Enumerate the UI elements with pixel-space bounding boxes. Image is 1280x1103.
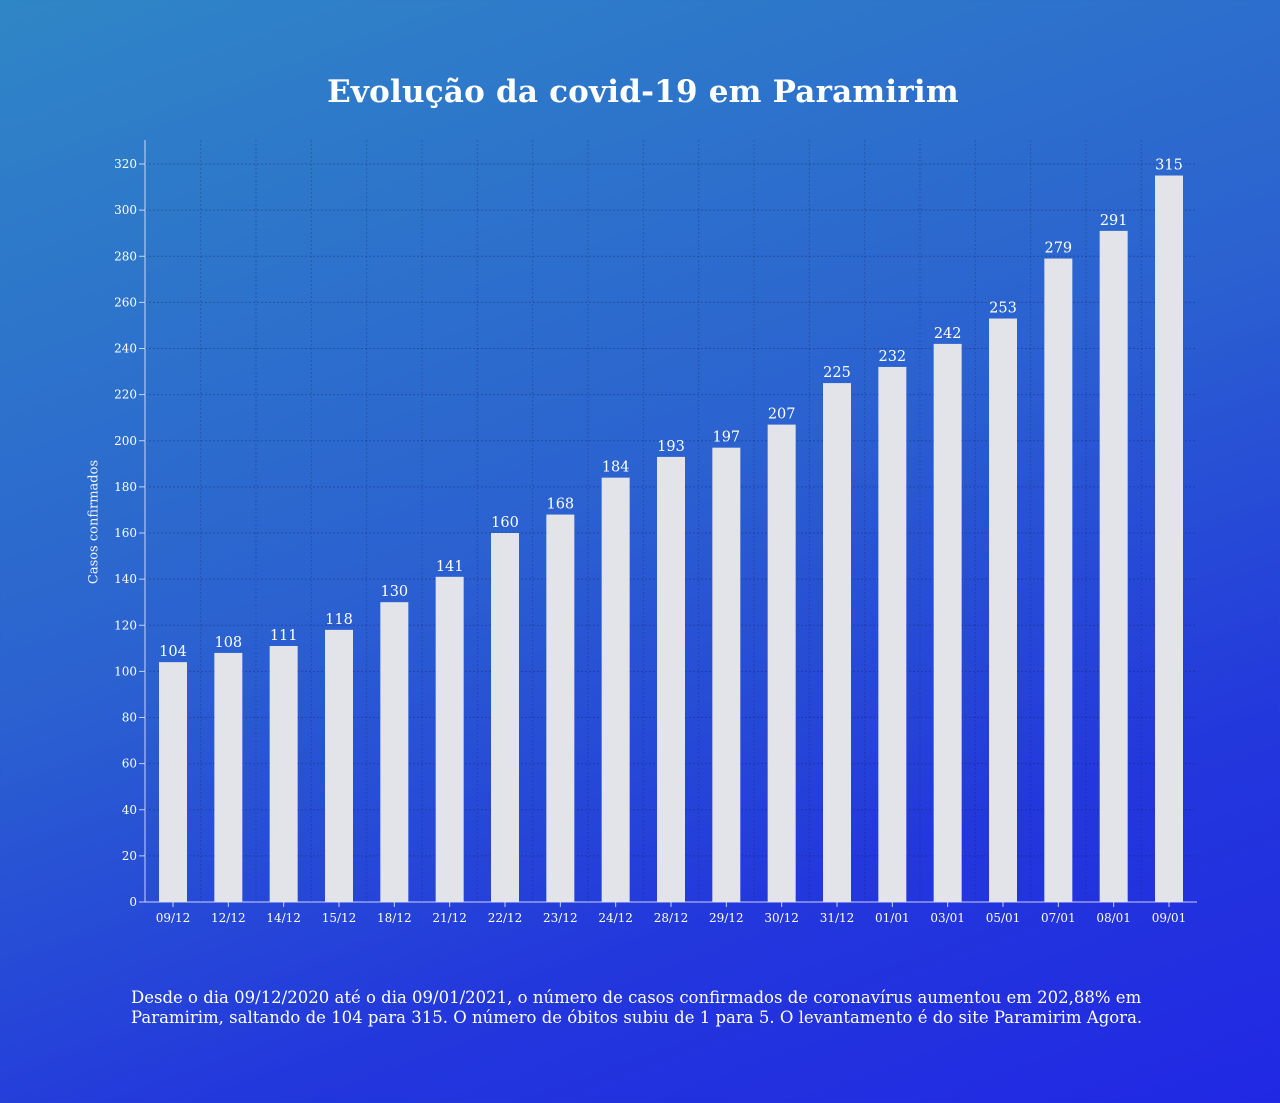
bar-value-label: 291: [1100, 213, 1128, 229]
bar-value-label: 184: [602, 460, 630, 476]
bar-value-label: 104: [159, 644, 187, 660]
x-tick-label: 21/12: [432, 911, 467, 925]
bar: [657, 456, 685, 902]
x-tick-label: 24/12: [598, 911, 633, 925]
y-tick-label: 320: [114, 157, 137, 171]
bar-value-label: 193: [657, 439, 685, 455]
bar: [269, 646, 298, 902]
y-axis-label: Casos confirmados: [86, 459, 102, 585]
chart-data-labels: 104 108 111 118 130 141 160 168 184 193 197 207 225 2…: [159, 158, 1183, 661]
x-tick-label: 05/01: [986, 911, 1021, 925]
bar: [435, 576, 464, 902]
y-tick-label: 60: [122, 757, 137, 771]
x-tick-label: 18/12: [377, 911, 412, 925]
bar: [1155, 175, 1183, 902]
bar-value-label: 108: [214, 635, 242, 651]
x-tick-label: 14/12: [266, 911, 301, 925]
x-tick-label: 09/12: [156, 911, 191, 925]
bar: [325, 629, 353, 902]
y-tick-label: 80: [122, 711, 137, 725]
bar-value-label: 111: [270, 628, 298, 644]
x-axis-ticks: 09/12 12/12 14/12 15/12 18/12 21/12 22/12 23/12…: [156, 911, 1187, 925]
y-tick-label: 180: [114, 480, 137, 494]
y-tick-label: 300: [114, 203, 137, 217]
bar: [989, 318, 1017, 902]
chart-title: Evolução da covid-19 em Paramirim: [327, 74, 959, 110]
x-tick-label: 07/01: [1041, 911, 1076, 925]
bar: [933, 343, 962, 902]
y-tick-label: 240: [114, 342, 137, 356]
bar: [159, 662, 187, 902]
bar-value-label: 279: [1044, 241, 1072, 257]
bar: [712, 447, 741, 902]
bar-value-label: 141: [436, 559, 464, 575]
x-tick-label: 23/12: [543, 911, 578, 925]
bar: [1099, 230, 1128, 903]
x-tick-label: 01/01: [875, 911, 910, 925]
bar-value-label: 253: [989, 301, 1017, 317]
x-tick-label: 03/01: [930, 911, 965, 925]
bar: [767, 424, 796, 902]
x-tick-label: 29/12: [709, 911, 744, 925]
chart-caption: Desde o dia 09/12/2020 até o dia 09/01/2…: [131, 988, 1143, 1027]
x-tick-label: 31/12: [820, 911, 855, 925]
bar-value-label: 160: [491, 515, 519, 531]
y-tick-label: 100: [114, 664, 137, 678]
y-tick-label: 160: [114, 526, 137, 540]
bar-value-label: 242: [934, 326, 962, 342]
y-axis-ticks: 0 20 40 60 80 100 120 140 160 180 200 220 240 260 280 3…: [114, 157, 137, 909]
y-tick-label: 20: [122, 849, 137, 863]
bar-value-label: 168: [546, 497, 574, 513]
bar-value-label: 232: [878, 349, 906, 365]
y-tick-label: 220: [114, 388, 137, 402]
x-tick-label: 09/01: [1152, 911, 1187, 925]
y-tick-label: 200: [114, 434, 137, 448]
x-tick-label: 12/12: [211, 911, 246, 925]
y-tick-label: 260: [114, 295, 137, 309]
bar: [1044, 258, 1073, 902]
bar: [491, 533, 519, 902]
bar: [601, 477, 630, 902]
y-tick-label: 140: [114, 572, 137, 586]
bar: [214, 652, 243, 902]
bar-value-label: 130: [380, 584, 408, 600]
x-tick-label: 08/01: [1096, 911, 1131, 925]
bar-value-label: 315: [1155, 158, 1183, 174]
bar: [546, 514, 575, 902]
x-tick-label: 28/12: [654, 911, 689, 925]
bar-value-label: 225: [823, 365, 851, 381]
bar-value-label: 118: [325, 612, 353, 628]
bar-value-label: 197: [712, 430, 740, 446]
bar: [823, 383, 851, 902]
chart-bars: [159, 175, 1183, 903]
bar: [380, 602, 409, 902]
x-tick-label: 22/12: [488, 911, 523, 925]
bar-value-label: 207: [768, 407, 796, 423]
y-tick-label: 120: [114, 618, 137, 632]
x-tick-label: 15/12: [322, 911, 357, 925]
bar: [878, 366, 907, 902]
y-tick-label: 0: [129, 895, 137, 909]
y-tick-label: 280: [114, 249, 137, 263]
y-tick-label: 40: [122, 803, 137, 817]
x-tick-label: 30/12: [764, 911, 799, 925]
